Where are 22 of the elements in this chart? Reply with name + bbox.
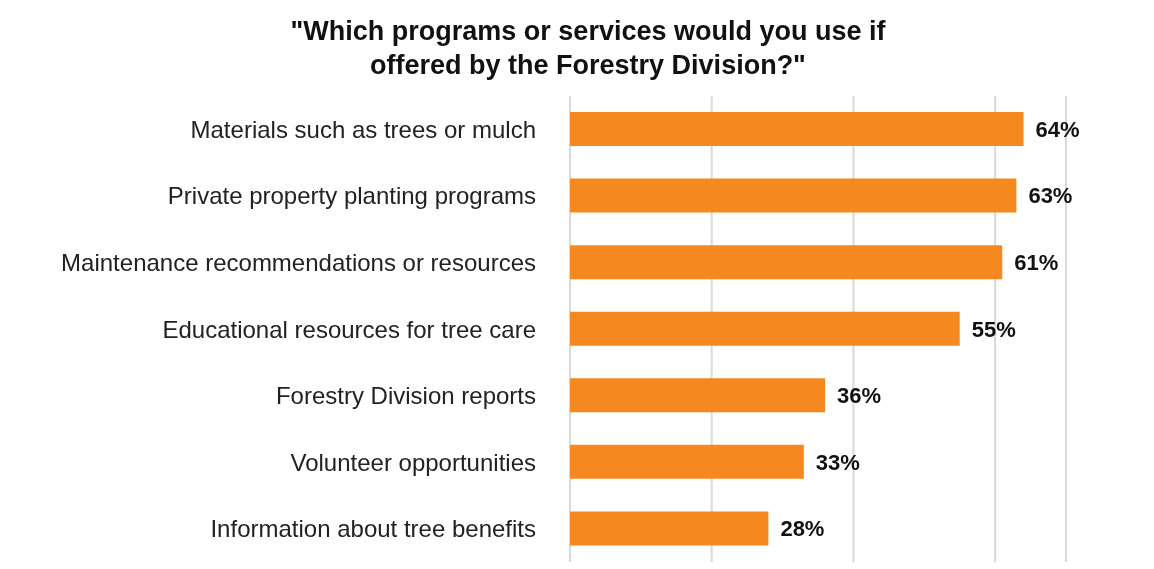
data-label: 61% <box>1014 249 1059 275</box>
y-tick-label: Forestry Division reports <box>275 382 536 410</box>
bar <box>570 378 826 413</box>
y-tick-label: Educational resources for tree care <box>162 315 536 343</box>
data-label: 28% <box>780 516 825 542</box>
bar <box>570 511 769 546</box>
y-tick-label: Materials such as trees or mulch <box>190 115 536 143</box>
data-label: 63% <box>1028 183 1073 209</box>
data-label: 64% <box>1035 116 1080 142</box>
bar <box>570 178 1017 213</box>
chart-title: "Which programs or services would you use if offered by the Forestry Division?" <box>289 15 887 82</box>
bar <box>570 444 804 479</box>
y-tick-label: Information about tree benefits <box>210 515 536 543</box>
data-label: 55% <box>971 316 1016 342</box>
data-label: 33% <box>815 449 860 475</box>
bar <box>570 112 1024 146</box>
y-tick-label: Private property planting programs <box>167 182 536 210</box>
data-label: 36% <box>837 383 882 409</box>
y-tick-label: Volunteer opportunities <box>290 448 536 476</box>
y-tick-label: Maintenance recommendations or resources <box>61 248 536 276</box>
bar <box>570 245 1003 280</box>
bar <box>570 311 960 346</box>
